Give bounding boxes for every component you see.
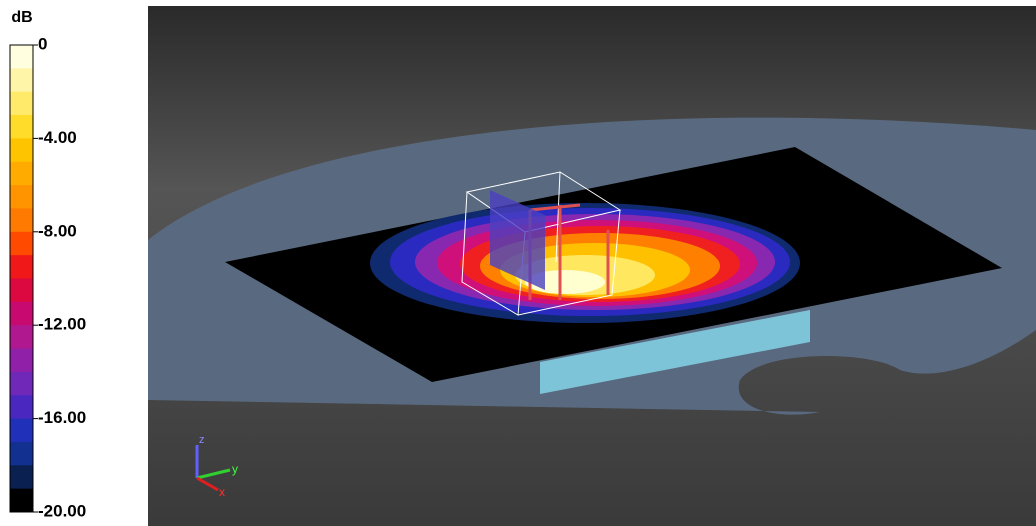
color-band: [10, 91, 33, 116]
color-band: [10, 465, 33, 490]
color-band: [10, 278, 33, 303]
color-band: [10, 255, 33, 279]
color-band: [10, 348, 33, 373]
color-band: [10, 371, 33, 396]
axis-label: z: [199, 434, 205, 446]
panel: [540, 310, 810, 394]
color-band: [10, 185, 33, 209]
colorbar: 0 -4.00 -8.00 -12.00 -16.00 -20.00: [9, 34, 86, 520]
color-band: [10, 395, 33, 420]
color-band: [10, 301, 33, 326]
tick-label: -4.00: [38, 128, 77, 147]
color-band: [10, 208, 33, 233]
color-band: [10, 115, 33, 139]
colorbar-frame: [9, 44, 34, 513]
color-band: [10, 325, 33, 350]
color-band: [10, 68, 33, 93]
tick-label: -12.00: [38, 315, 86, 334]
color-band: [10, 161, 33, 186]
wall: [490, 190, 545, 290]
tick-label: -16.00: [38, 408, 86, 427]
axis-label: y: [232, 462, 238, 476]
color-band: [10, 231, 33, 256]
tick-label: -8.00: [38, 221, 77, 240]
scene-objects: [148, 117, 1036, 415]
colorbar-unit: dB: [11, 9, 32, 26]
color-band: [10, 45, 33, 69]
tick-label: 0: [38, 34, 47, 53]
color-band: [10, 418, 33, 443]
axis-label: x: [219, 485, 225, 499]
tick-label: -20.00: [38, 501, 86, 520]
color-band: [10, 441, 33, 466]
color-band: [10, 488, 33, 513]
axis-triad: z y x: [195, 434, 238, 499]
color-band: [10, 138, 33, 163]
